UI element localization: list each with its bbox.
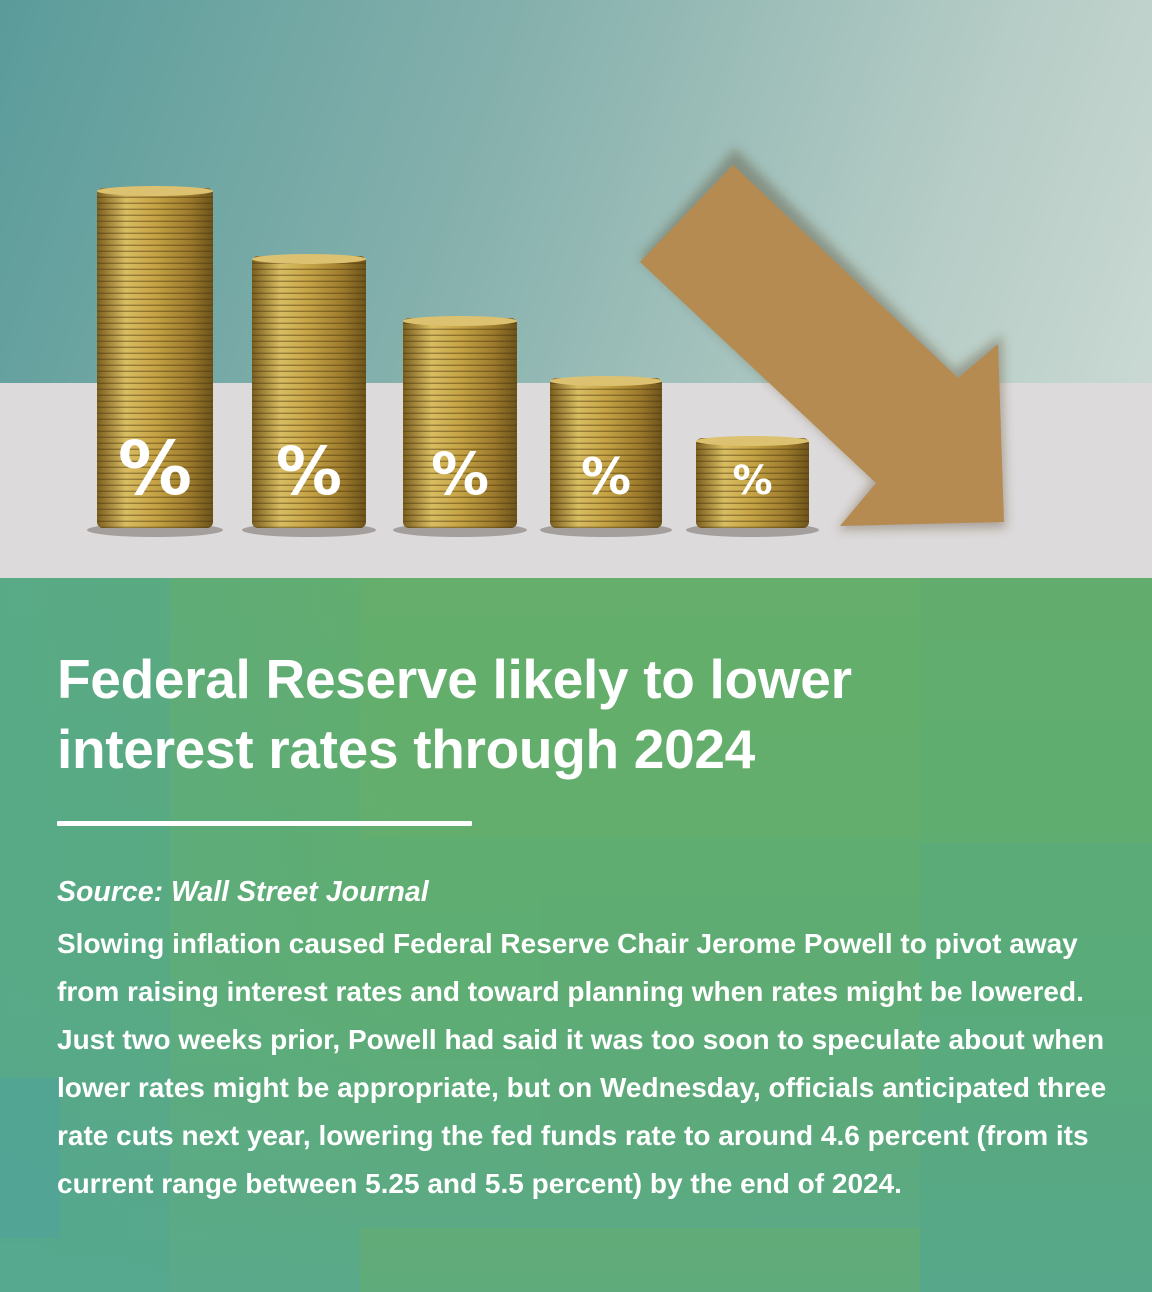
coin-stack-5: %: [686, 436, 819, 537]
article-body: Slowing inflation caused Federal Reserve…: [57, 928, 1107, 1199]
coin-stacks-illustration: %%%%%: [0, 148, 1152, 578]
coin-stack-1: %: [87, 186, 223, 537]
hero-illustration: %%%%%: [0, 0, 1152, 578]
percent-icon: %: [118, 426, 192, 512]
source-credit: Source: Wall Street Journal: [57, 876, 429, 908]
down-arrow-icon: [640, 165, 1004, 526]
percent-icon: %: [732, 458, 772, 504]
percent-icon: %: [581, 448, 631, 506]
divider-rule: [57, 821, 472, 826]
coin-stack-4: %: [540, 376, 672, 537]
article-panel: Federal Reserve likely to lower interest…: [0, 578, 1152, 1292]
percent-icon: %: [431, 440, 489, 508]
headline: Federal Reserve likely to lower interest…: [57, 648, 852, 780]
coin-stack-3: %: [393, 316, 527, 537]
coin-stack-2: %: [242, 254, 376, 537]
percent-icon: %: [276, 433, 342, 510]
